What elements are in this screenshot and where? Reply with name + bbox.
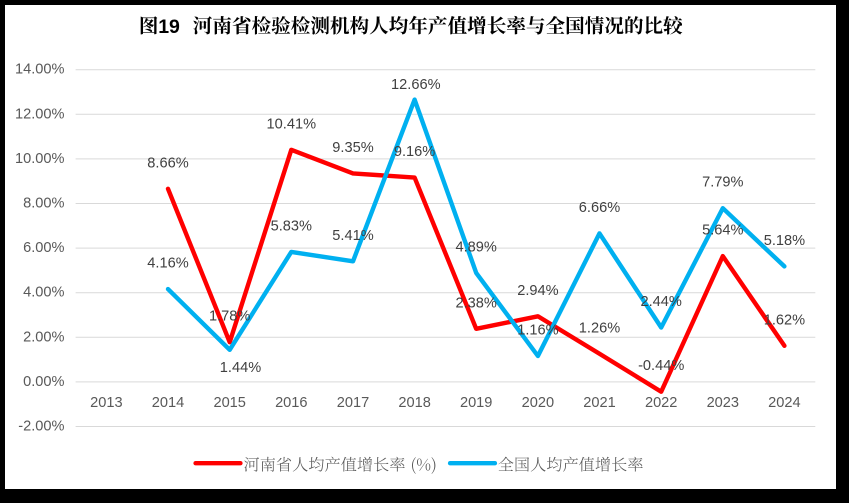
svg-text:2017: 2017 [337,395,369,411]
svg-text:2016: 2016 [275,395,307,411]
svg-text:12.00%: 12.00% [15,106,65,122]
svg-text:5.18%: 5.18% [764,233,805,249]
svg-text:1.62%: 1.62% [764,312,805,328]
svg-text:-2.00%: -2.00% [18,419,64,435]
svg-text:10.41%: 10.41% [267,116,317,132]
svg-text:9.16%: 9.16% [394,144,435,160]
svg-text:8.66%: 8.66% [147,155,188,171]
svg-text:2.38%: 2.38% [456,295,497,311]
svg-text:2.00%: 2.00% [23,329,64,345]
svg-text:5.41%: 5.41% [332,228,373,244]
svg-text:0.00%: 0.00% [23,374,64,390]
svg-text:2021: 2021 [583,395,615,411]
svg-text:2015: 2015 [213,395,245,411]
svg-text:4.00%: 4.00% [23,285,64,301]
svg-text:6.00%: 6.00% [23,240,64,256]
svg-text:2023: 2023 [707,395,739,411]
svg-text:2013: 2013 [90,395,122,411]
svg-text:1.16%: 1.16% [517,323,558,339]
svg-text:2014: 2014 [152,395,184,411]
svg-text:5.64%: 5.64% [702,223,743,239]
svg-text:1.26%: 1.26% [579,320,620,336]
svg-text:2.94%: 2.94% [517,283,558,299]
svg-text:9.35%: 9.35% [332,140,373,156]
svg-text:5.83%: 5.83% [271,218,312,234]
svg-text:14.00%: 14.00% [15,62,65,78]
svg-text:7.79%: 7.79% [702,175,743,191]
svg-text:12.66%: 12.66% [391,77,441,93]
svg-text:2024: 2024 [768,395,800,411]
svg-text:8.00%: 8.00% [23,196,64,212]
svg-text:2019: 2019 [460,395,492,411]
svg-text:2022: 2022 [645,395,677,411]
svg-text:4.16%: 4.16% [147,256,188,272]
svg-text:2018: 2018 [398,395,430,411]
svg-text:-0.44%: -0.44% [638,358,684,374]
svg-text:6.66%: 6.66% [579,200,620,216]
svg-text:1.78%: 1.78% [209,309,250,325]
svg-text:2020: 2020 [522,395,554,411]
svg-text:2.44%: 2.44% [641,294,682,310]
svg-text:1.44%: 1.44% [220,360,261,376]
svg-text:4.89%: 4.89% [456,239,497,255]
svg-text:19: 19 [158,16,180,38]
svg-text:10.00%: 10.00% [15,151,65,167]
